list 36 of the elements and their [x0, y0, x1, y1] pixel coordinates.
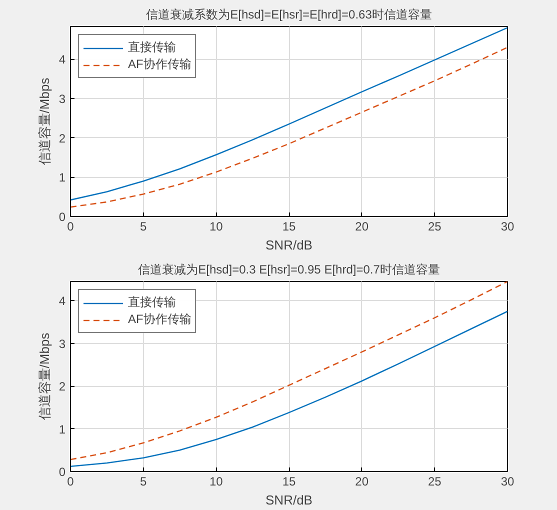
y-tick-label: 4: [58, 294, 66, 308]
y-tick-label: 1: [58, 170, 66, 185]
y-tick-label: 3: [58, 336, 66, 351]
y-tick-label: 3: [58, 92, 66, 106]
legend-label: AF协作传输: [128, 56, 192, 73]
y-axis-title: 信道容量/Mbps: [36, 77, 52, 166]
chart-title: 信道衰减为E[hsd]=0.3 E[hsr]=0.95 E[hrd]=0.7时信道容量: [138, 262, 440, 276]
line-series: [70, 282, 508, 460]
x-axis-title: SNR/dB: [266, 492, 312, 508]
x-tick-label: 25: [428, 474, 442, 488]
x-tick-label: 5: [140, 220, 147, 234]
x-tick-label: 15: [282, 220, 296, 234]
x-tick-label: 20: [355, 220, 369, 234]
x-axis-title: SNR/dB: [266, 238, 312, 252]
legend-label: 直接传输: [128, 294, 176, 311]
y-tick-label: 0: [58, 210, 66, 224]
line-series: [70, 310, 508, 468]
y-tick-label: 2: [58, 380, 66, 394]
chart-title: 信道衰减系数为E[hsd]=E[hsr]=E[hrd]=0.63时信道容量: [146, 8, 432, 22]
x-tick-label: 30: [500, 220, 514, 234]
legend-label: AF协作传输: [128, 311, 192, 328]
y-tick-label: 1: [58, 422, 66, 436]
legend-label: 直接传输: [128, 39, 176, 56]
y-axis-title: 信道容量/Mbps: [36, 332, 52, 420]
x-tick-label: 20: [355, 474, 369, 488]
x-tick-label: 30: [500, 474, 514, 488]
x-tick-label: 15: [282, 474, 296, 488]
y-tick-label: 4: [58, 52, 66, 67]
x-tick-label: 10: [209, 220, 224, 234]
y-tick-label: 0: [58, 465, 66, 479]
y-tick-label: 2: [58, 131, 66, 146]
x-tick-label: 5: [140, 474, 147, 488]
x-tick-label: 25: [428, 220, 442, 234]
x-tick-label: 0: [67, 220, 74, 234]
x-tick-label: 10: [209, 474, 224, 488]
x-tick-label: 0: [67, 474, 74, 488]
